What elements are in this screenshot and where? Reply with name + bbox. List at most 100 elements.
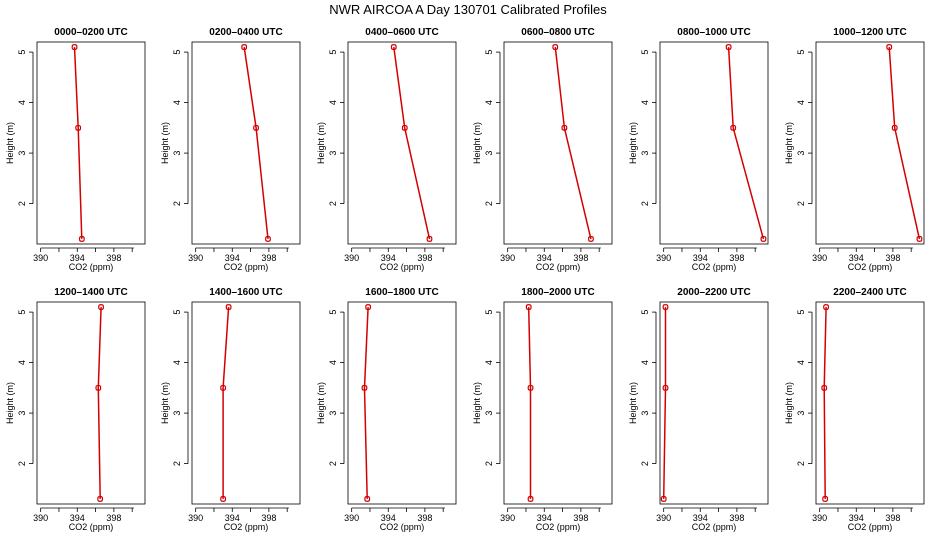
y-axis-label: Height (m): [628, 382, 638, 424]
x-tick-label: 394: [537, 253, 552, 263]
data-point: [98, 304, 104, 310]
data-point: [588, 236, 594, 242]
y-tick-label: 3: [640, 151, 650, 156]
data-point: [225, 304, 232, 310]
panel-title: 1600–1800 UTC: [365, 287, 438, 298]
y-axis-label: Height (m): [160, 122, 170, 164]
y-tick-label: 4: [328, 360, 338, 365]
panel-title: 1200–1400 UTC: [54, 287, 127, 298]
x-tick-label: 394: [537, 513, 552, 523]
x-tick-label: 394: [381, 513, 396, 523]
panel-title: 0200–0400 UTC: [209, 27, 282, 38]
x-tick-label: 390: [656, 253, 671, 263]
profile-line: [363, 307, 369, 499]
y-tick-label: 3: [640, 411, 650, 416]
y-tick-label: 2: [796, 461, 806, 466]
x-tick-label: 394: [693, 513, 708, 523]
y-tick-label: 5: [484, 50, 494, 55]
x-tick-label: 398: [106, 513, 121, 523]
x-tick-label: 394: [70, 253, 85, 263]
y-tick-label: 5: [796, 310, 806, 315]
data-point: [364, 496, 371, 502]
data-point: [821, 384, 828, 391]
data-point: [78, 236, 85, 242]
data-point: [401, 124, 408, 131]
data-point: [97, 496, 104, 502]
x-tick-label: 398: [729, 513, 744, 523]
data-point: [361, 384, 368, 391]
y-axis-label: Height (m): [784, 382, 794, 424]
y-tick-label: 5: [328, 310, 338, 315]
y-tick-label: 2: [328, 461, 338, 466]
x-tick-label: 390: [188, 513, 203, 523]
data-point: [390, 44, 397, 50]
y-tick-label: 4: [328, 100, 338, 105]
data-point: [527, 384, 534, 391]
data-point: [822, 496, 829, 502]
y-tick-label: 5: [17, 50, 27, 55]
x-tick-label: 390: [188, 253, 203, 263]
y-axis-label: Height (m): [316, 382, 326, 424]
y-tick-label: 4: [484, 360, 494, 365]
data-point: [886, 44, 893, 50]
panel-title: 0000–0200 UTC: [54, 27, 127, 38]
y-axis-label: Height (m): [472, 382, 482, 424]
plot-frame: [36, 41, 146, 245]
x-tick-label: 394: [849, 253, 864, 263]
y-axis-label: Height (m): [5, 382, 15, 424]
x-axis-label: CO2 (ppm): [536, 262, 581, 272]
data-point: [75, 124, 82, 131]
y-tick-label: 3: [796, 151, 806, 156]
x-tick-label: 394: [225, 513, 240, 523]
data-point: [891, 124, 898, 131]
data-point: [662, 304, 669, 310]
y-tick-label: 4: [172, 100, 182, 105]
x-tick-label: 398: [885, 513, 900, 523]
y-tick-label: 3: [328, 411, 338, 416]
x-tick-label: 390: [812, 253, 827, 263]
x-axis-label: CO2 (ppm): [380, 522, 425, 532]
data-point: [71, 44, 78, 50]
y-tick-label: 3: [172, 151, 182, 156]
y-axis-label: Height (m): [628, 122, 638, 164]
y-tick-label: 5: [172, 310, 182, 315]
x-tick-label: 390: [812, 513, 827, 523]
x-axis-label: CO2 (ppm): [380, 262, 425, 272]
x-tick-label: 394: [225, 253, 240, 263]
y-tick-label: 3: [484, 411, 494, 416]
y-tick-label: 5: [484, 310, 494, 315]
y-tick-label: 4: [17, 100, 27, 105]
y-tick-label: 5: [328, 50, 338, 55]
profile-line: [97, 307, 102, 499]
x-tick-label: 394: [693, 253, 708, 263]
x-axis-label: CO2 (ppm): [224, 522, 269, 532]
y-tick-label: 3: [17, 411, 27, 416]
y-axis-label: Height (m): [472, 122, 482, 164]
y-tick-label: 3: [172, 411, 182, 416]
y-tick-label: 2: [172, 201, 182, 206]
panel-title: 2200–2400 UTC: [833, 287, 906, 298]
y-axis-label: Height (m): [316, 122, 326, 164]
y-tick-label: 4: [484, 100, 494, 105]
panel-title: 2000–2200 UTC: [677, 287, 750, 298]
x-tick-label: 394: [849, 513, 864, 523]
y-tick-label: 4: [172, 360, 182, 365]
x-tick-label: 394: [70, 513, 85, 523]
data-point: [426, 236, 433, 242]
x-tick-label: 398: [417, 513, 432, 523]
y-tick-label: 2: [484, 201, 494, 206]
x-tick-label: 398: [573, 513, 588, 523]
data-point: [525, 304, 532, 310]
plot-frame: [815, 301, 925, 505]
plot-frame: [815, 41, 925, 245]
data-point: [561, 124, 568, 131]
